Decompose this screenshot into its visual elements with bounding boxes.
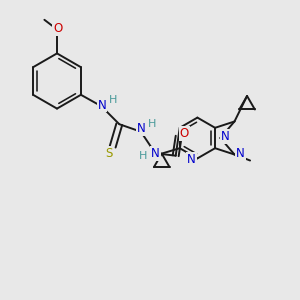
Text: O: O xyxy=(53,22,62,35)
Text: N: N xyxy=(151,147,160,160)
Text: N: N xyxy=(220,130,229,143)
Text: H: H xyxy=(139,151,148,161)
Text: N: N xyxy=(98,98,106,112)
Text: H: H xyxy=(109,95,118,105)
Text: N: N xyxy=(136,122,145,135)
Text: H: H xyxy=(148,119,157,129)
Text: O: O xyxy=(179,127,189,140)
Text: S: S xyxy=(105,147,113,161)
Text: N: N xyxy=(236,147,245,161)
Text: N: N xyxy=(187,153,196,166)
